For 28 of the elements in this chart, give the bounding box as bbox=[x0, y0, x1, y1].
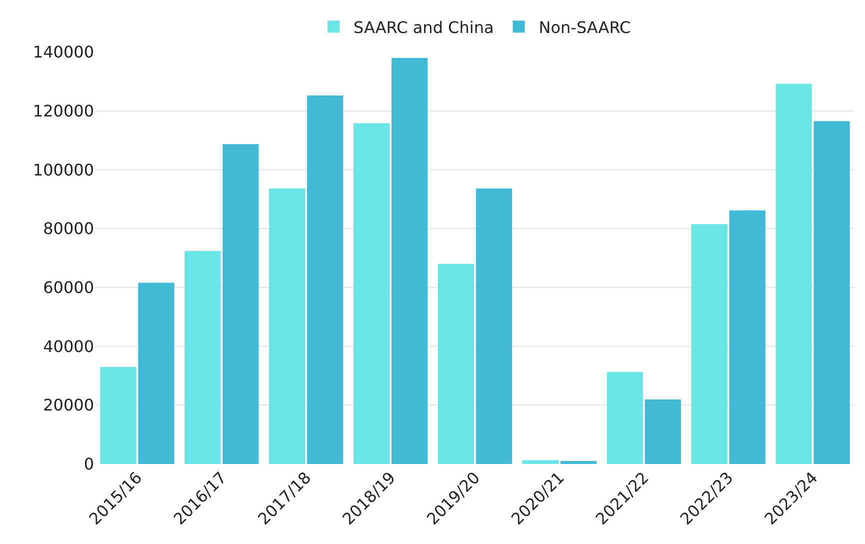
y-tick-label: 0 bbox=[84, 454, 94, 474]
y-tick-label: 20000 bbox=[43, 396, 94, 415]
y-tick-label: 40000 bbox=[43, 336, 94, 356]
bar bbox=[184, 250, 221, 464]
bar bbox=[560, 461, 596, 464]
bar bbox=[438, 264, 474, 464]
y-tick-label: 140000 bbox=[32, 42, 94, 62]
bar bbox=[691, 224, 728, 464]
bar bbox=[522, 460, 558, 464]
bar bbox=[729, 210, 766, 464]
legend-label: SAARC and China bbox=[354, 18, 494, 37]
bar bbox=[776, 84, 812, 464]
bar bbox=[644, 400, 681, 464]
bar bbox=[814, 121, 850, 464]
y-tick-label: 120000 bbox=[32, 101, 94, 120]
bar bbox=[392, 58, 428, 464]
bar bbox=[222, 144, 259, 464]
legend-label: Non-SAARC bbox=[538, 18, 631, 37]
y-tick-label: 60000 bbox=[43, 278, 94, 298]
bar bbox=[476, 188, 512, 464]
y-tick-label: 80000 bbox=[43, 219, 94, 238]
bar bbox=[354, 123, 390, 464]
bar bbox=[307, 96, 344, 464]
bar bbox=[100, 366, 136, 464]
bar bbox=[606, 372, 643, 464]
y-tick-label: 100000 bbox=[32, 160, 94, 180]
bar bbox=[269, 188, 306, 464]
bar bbox=[138, 282, 174, 464]
